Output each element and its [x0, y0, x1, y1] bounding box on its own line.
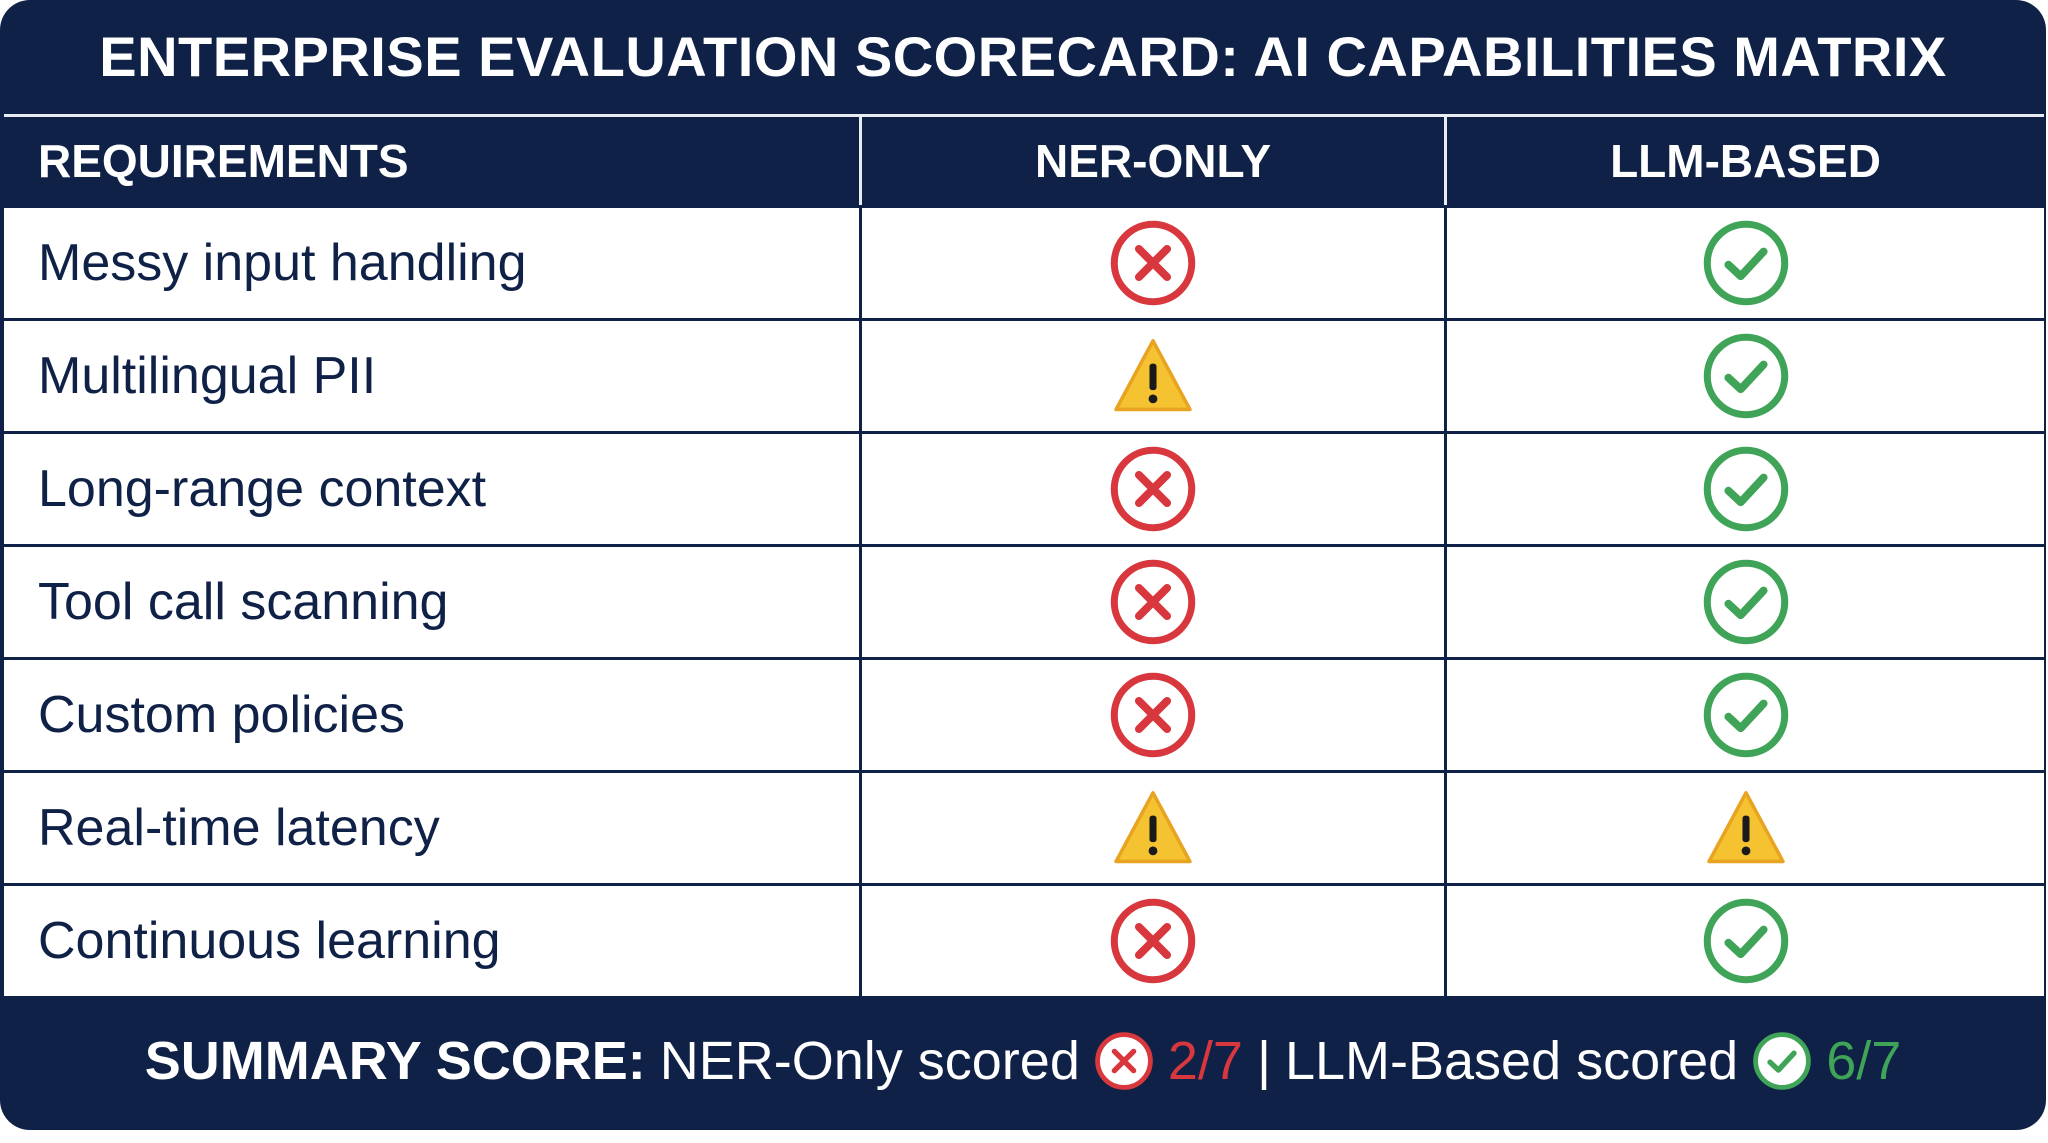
summary-llm-score: 6/7: [1826, 1031, 1902, 1091]
requirement-label: Messy input handling: [4, 208, 862, 318]
check-icon: [1702, 445, 1790, 533]
summary-ner-score: 2/7: [1167, 1031, 1243, 1091]
warning-icon: [1109, 332, 1197, 420]
check-icon: [1702, 219, 1790, 307]
ner-only-cell: [862, 547, 1447, 657]
warning-icon: [1109, 784, 1197, 872]
llm-based-cell: [1447, 547, 2044, 657]
page-title: ENTERPRISE EVALUATION SCORECARD: AI CAPA…: [99, 24, 1947, 88]
requirement-label: Real-time latency: [4, 773, 862, 883]
llm-based-cell: [1447, 660, 2044, 770]
requirement-label: Multilingual PII: [4, 321, 862, 431]
capabilities-table: REQUIREMENTS NER-ONLY LLM-BASED Messy in…: [4, 114, 2044, 996]
requirement-label: Custom policies: [4, 660, 862, 770]
table-row: Messy input handling: [4, 205, 2044, 318]
cross-icon: [1109, 671, 1197, 759]
cross-icon: [1109, 558, 1197, 646]
table-row: Custom policies: [4, 657, 2044, 770]
ner-only-cell: [862, 434, 1447, 544]
check-icon: [1702, 558, 1790, 646]
cross-icon: [1094, 1031, 1154, 1091]
requirement-label: Tool call scanning: [4, 547, 862, 657]
table-header: REQUIREMENTS NER-ONLY LLM-BASED: [4, 114, 2044, 205]
ner-only-cell: [862, 321, 1447, 431]
llm-based-cell: [1447, 321, 2044, 431]
check-icon: [1702, 671, 1790, 759]
table-row: Multilingual PII: [4, 318, 2044, 431]
summary-separator: |: [1256, 1031, 1271, 1091]
summary-label: SUMMARY SCORE:: [144, 1031, 646, 1091]
check-icon: [1702, 897, 1790, 985]
warning-icon: [1702, 784, 1790, 872]
header-requirements: REQUIREMENTS: [4, 117, 862, 205]
summary-ner-text: NER-Only scored: [659, 1031, 1080, 1091]
table-row: Continuous learning: [4, 883, 2044, 996]
check-icon: [1702, 332, 1790, 420]
cross-icon: [1109, 897, 1197, 985]
llm-based-cell: [1447, 773, 2044, 883]
ner-only-cell: [862, 660, 1447, 770]
header-ner-only: NER-ONLY: [862, 117, 1447, 205]
ner-only-cell: [862, 773, 1447, 883]
cross-icon: [1109, 219, 1197, 307]
table-row: Long-range context: [4, 431, 2044, 544]
table-row: Tool call scanning: [4, 544, 2044, 657]
check-icon: [1752, 1031, 1812, 1091]
table-row: Real-time latency: [4, 770, 2044, 883]
summary-llm-text: LLM-Based scored: [1284, 1031, 1739, 1091]
llm-based-cell: [1447, 208, 2044, 318]
ner-only-cell: [862, 208, 1447, 318]
ner-only-cell: [862, 886, 1447, 996]
summary-score: SUMMARY SCORE: NER-Only scored 2/7 | LLM…: [0, 992, 2046, 1130]
requirement-label: Continuous learning: [4, 886, 862, 996]
llm-based-cell: [1447, 434, 2044, 544]
header-llm-based: LLM-BASED: [1610, 135, 1881, 187]
llm-based-cell: [1447, 886, 2044, 996]
requirement-label: Long-range context: [4, 434, 862, 544]
cross-icon: [1109, 445, 1197, 533]
